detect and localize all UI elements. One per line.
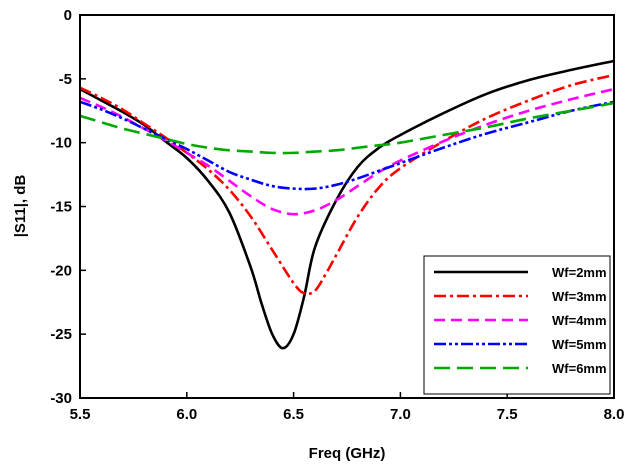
y-tick-label: -5 (59, 71, 72, 88)
legend-label-1: Wf=2mm (552, 265, 607, 280)
legend-label-3: Wf=4mm (552, 313, 607, 328)
series-line-4 (79, 100, 615, 191)
y-axis-title: |S11|, dB (12, 175, 29, 238)
series-line-3 (79, 87, 615, 216)
legend-label-5: Wf=6mm (552, 361, 607, 376)
x-tick-label: 6.5 (283, 406, 304, 423)
y-tick-label: -20 (50, 262, 72, 279)
y-tick-label: -10 (50, 135, 72, 152)
y-tick-label: -15 (50, 199, 72, 216)
y-tick-label: -30 (50, 390, 72, 407)
x-tick-label: 8.0 (604, 406, 625, 423)
legend-label-4: Wf=5mm (552, 337, 607, 352)
y-tick-label: 0 (64, 7, 72, 24)
y-tick-label: -25 (50, 326, 72, 343)
x-axis-title: Freq (GHz) (309, 445, 386, 462)
legend-label-2: Wf=3mm (552, 289, 607, 304)
legend: Wf=2mm Wf=3mm Wf=4mm Wf=5mm Wf=6mm (423, 255, 611, 395)
axis-ticks: 5.5 6.0 6.5 7.0 7.5 8.0 0 -5 -10 -15 -20 -25 -30 (50, 7, 624, 423)
x-tick-label: 7.5 (497, 406, 518, 423)
x-tick-label: 7.0 (390, 406, 411, 423)
x-tick-label: 5.5 (70, 406, 91, 423)
legend-box (423, 255, 611, 395)
series-lines (79, 59, 615, 350)
series-line-2 (79, 73, 615, 296)
series-line-5 (79, 101, 615, 155)
x-tick-label: 6.0 (176, 406, 197, 423)
